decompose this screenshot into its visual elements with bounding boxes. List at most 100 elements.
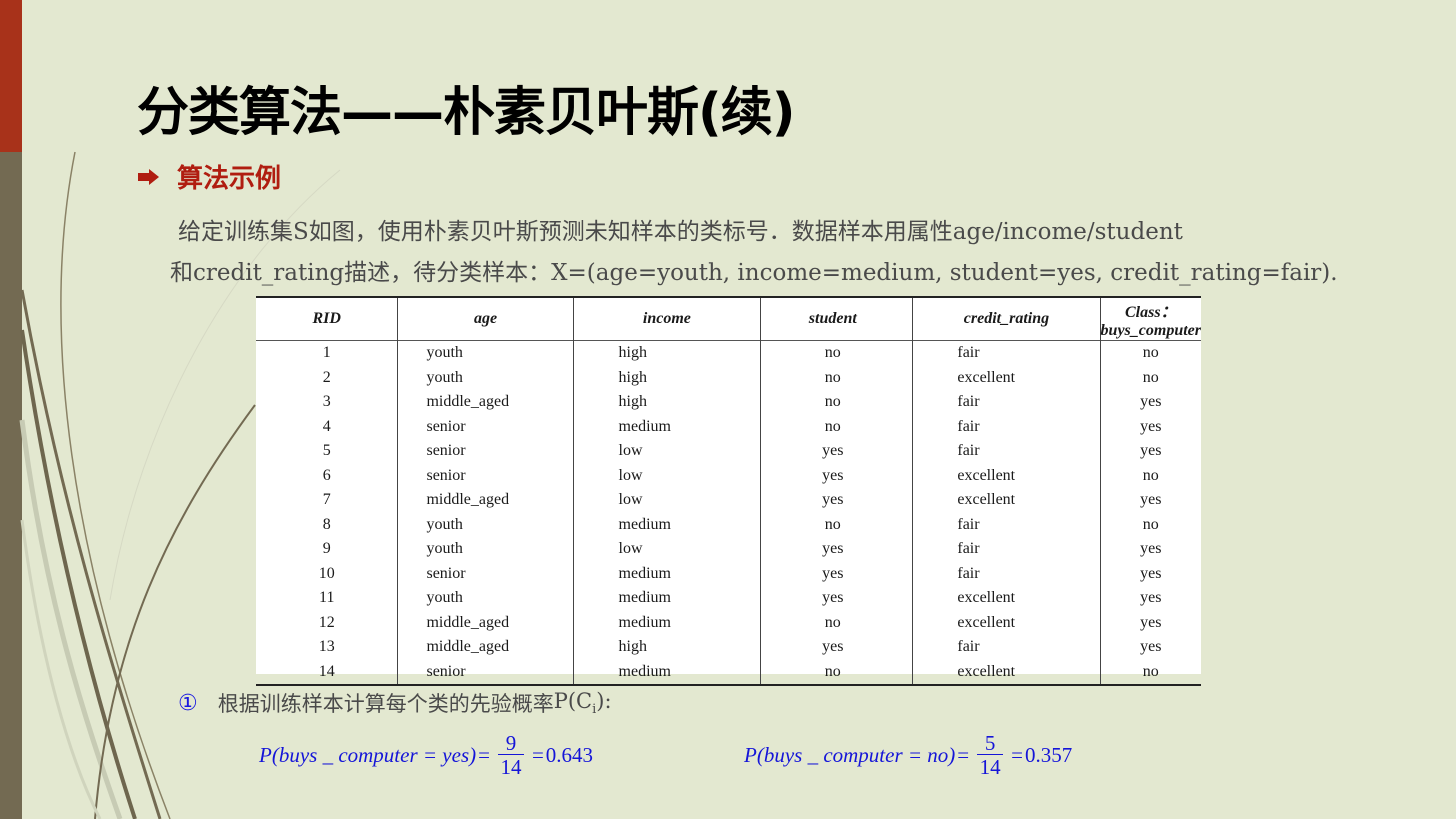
cell-credit-rating: fair — [912, 537, 1101, 562]
cell-student: no — [760, 659, 913, 685]
cell-rid: 2 — [322, 368, 331, 386]
cell-rid: 7 — [322, 491, 331, 509]
cell-credit-rating: fair — [912, 561, 1101, 586]
cell-class: no — [1099, 512, 1201, 537]
section-label: 算法示例 — [177, 164, 282, 194]
cell-age: middle_aged — [397, 488, 574, 513]
cell-student: yes — [760, 463, 913, 488]
header-income: income — [572, 297, 761, 341]
header-age: age — [397, 297, 574, 341]
table-row: 5 senior low yes fair yes — [256, 439, 1201, 464]
cell-class: yes — [1099, 488, 1201, 513]
formula-result: 0.643 — [545, 743, 594, 767]
fraction: 9 14 — [497, 731, 524, 779]
cell-rid: 4 — [322, 417, 331, 435]
table-row: 14 senior medium no excellent no — [256, 659, 1201, 685]
table-row: 2 youth high no excellent no — [256, 365, 1201, 390]
formula-expr: P(buys _ computer = yes) — [259, 743, 477, 767]
cell-income: medium — [572, 610, 761, 635]
cell-student: yes — [760, 488, 913, 513]
cell-age: youth — [397, 537, 574, 562]
cell-student: no — [760, 610, 913, 635]
cell-rid: 8 — [322, 515, 331, 533]
cell-age: youth — [397, 340, 574, 366]
cell-income: medium — [572, 586, 761, 611]
cell-credit-rating: fair — [912, 340, 1101, 366]
cell-income: low — [572, 439, 761, 464]
cell-credit-rating: excellent — [912, 463, 1101, 488]
cell-class: yes — [1099, 561, 1201, 586]
cell-credit-rating: fair — [912, 635, 1101, 660]
left-bar-accent — [0, 0, 22, 152]
cell-credit-rating: fair — [912, 439, 1101, 464]
step-formula-suffix: ): — [596, 688, 612, 713]
cell-rid: 1 — [322, 344, 331, 362]
cell-rid: 5 — [322, 442, 331, 460]
cell-income: low — [572, 488, 761, 513]
cell-student: no — [760, 340, 913, 366]
cell-class: yes — [1099, 537, 1201, 562]
left-bar — [0, 0, 22, 819]
cell-rid: 9 — [322, 540, 331, 558]
table-header-row: RID age income student credit_rating Cla… — [256, 297, 1201, 341]
cell-class: yes — [1099, 414, 1201, 439]
formula-expr: P(buys _ computer = no) — [744, 743, 956, 767]
header-rid: RID — [312, 310, 341, 327]
cell-income: medium — [572, 659, 761, 685]
cell-age: senior — [397, 439, 574, 464]
cell-student: yes — [760, 439, 913, 464]
fraction-bar — [497, 754, 524, 755]
cell-student: yes — [760, 537, 913, 562]
cell-student: yes — [760, 635, 913, 660]
cell-class: yes — [1099, 439, 1201, 464]
step-number: ① — [178, 690, 198, 716]
cell-class: yes — [1099, 610, 1201, 635]
cell-rid: 10 — [318, 564, 335, 582]
cell-income: high — [572, 390, 761, 415]
cell-income: medium — [572, 512, 761, 537]
cell-class: no — [1099, 463, 1201, 488]
formula-prior-yes: P(buys _ computer = yes) = 9 14 = 0.643 — [259, 732, 593, 779]
formula-equals: = — [478, 743, 490, 767]
cell-credit-rating: excellent — [912, 488, 1101, 513]
header-student: student — [760, 297, 913, 341]
cell-student: no — [760, 365, 913, 390]
formula-equals: = — [1011, 743, 1023, 767]
cell-student: no — [760, 390, 913, 415]
cell-rid: 14 — [318, 662, 335, 680]
cell-rid: 6 — [322, 466, 331, 484]
table-row: 10 senior medium yes fair yes — [256, 561, 1201, 586]
cell-age: youth — [397, 586, 574, 611]
step-formula: P(Ci): — [554, 689, 612, 717]
cell-credit-rating: fair — [912, 414, 1101, 439]
cell-income: low — [572, 463, 761, 488]
cell-rid: 13 — [318, 638, 335, 656]
cell-credit-rating: excellent — [912, 610, 1101, 635]
cell-student: no — [760, 414, 913, 439]
cell-class: no — [1099, 365, 1201, 390]
cell-credit-rating: excellent — [912, 586, 1101, 611]
cell-income: medium — [572, 561, 761, 586]
intro-paragraph: 给定训练集S如图，使用朴素贝叶斯预测未知样本的类标号．数据样本用属性age/in… — [170, 212, 1340, 294]
cell-income: low — [572, 537, 761, 562]
fraction-numerator: 9 — [505, 731, 517, 755]
cell-income: high — [572, 635, 761, 660]
cell-student: yes — [760, 586, 913, 611]
intro-line-1: 给定训练集S如图，使用朴素贝叶斯预测未知样本的类标号．数据样本用属性age/in… — [178, 219, 1183, 245]
formula-equals: = — [531, 743, 544, 767]
cell-class: yes — [1099, 390, 1201, 415]
cell-rid: 11 — [319, 589, 335, 607]
step-formula-sub: i — [592, 702, 597, 718]
fraction: 5 14 — [977, 731, 1004, 779]
table-row: 7 middle_aged low yes excellent yes — [256, 488, 1201, 513]
fraction-numerator: 5 — [984, 731, 996, 755]
cell-class: no — [1099, 340, 1201, 366]
cell-age: middle_aged — [397, 390, 574, 415]
cell-credit-rating: excellent — [912, 659, 1101, 685]
cell-age: senior — [397, 659, 574, 685]
cell-age: middle_aged — [397, 610, 574, 635]
header-class: Class：buys_computer — [1099, 297, 1201, 341]
header-credit-rating: credit_rating — [912, 297, 1101, 341]
cell-class: yes — [1099, 586, 1201, 611]
formula-result: 0.357 — [1024, 743, 1073, 767]
